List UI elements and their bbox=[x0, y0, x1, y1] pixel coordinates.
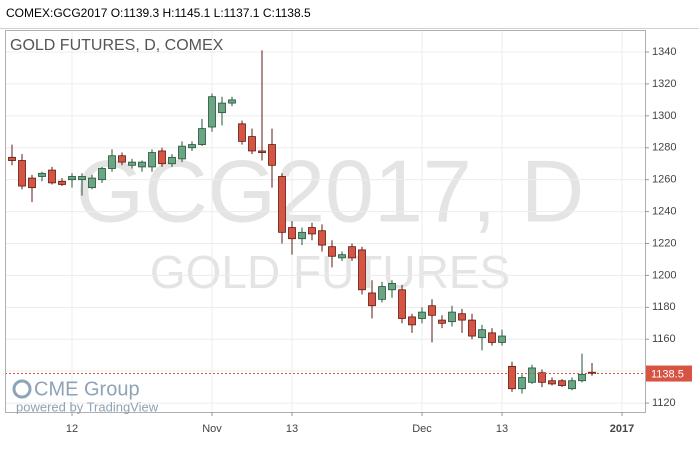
candle-body bbox=[8, 156, 16, 161]
candle-body bbox=[218, 102, 226, 114]
candle-body bbox=[68, 176, 76, 181]
candle-body bbox=[278, 176, 286, 233]
candle-body bbox=[508, 365, 516, 390]
x-tick-label: 2017 bbox=[610, 423, 634, 435]
y-tick-label: 1260 bbox=[652, 174, 676, 186]
candle-body bbox=[468, 319, 476, 337]
x-tick-label: 12 bbox=[66, 423, 78, 435]
y-tick-label: 1240 bbox=[652, 205, 676, 217]
y-tick-label: 1180 bbox=[652, 301, 676, 313]
candle-body bbox=[268, 144, 276, 166]
candle-body bbox=[528, 367, 536, 383]
y-tick-label: 1160 bbox=[652, 333, 676, 345]
candle-body bbox=[578, 373, 586, 382]
logo-text: CME Group bbox=[34, 378, 140, 400]
candle-body bbox=[418, 311, 426, 319]
x-tick-label: 13 bbox=[286, 423, 298, 435]
y-tick-label: 1300 bbox=[652, 110, 676, 122]
candle-body bbox=[438, 319, 446, 324]
last-price-box bbox=[646, 365, 692, 382]
candle-body bbox=[188, 144, 196, 149]
candle-body bbox=[368, 292, 376, 307]
candle-body bbox=[448, 311, 456, 323]
candle-body bbox=[48, 169, 56, 184]
y-tick-label: 1120 bbox=[652, 397, 676, 409]
header: COMEX:GCG2017 O:1139.3 H:1145.1 L:1137.1… bbox=[6, 6, 311, 20]
candle-body bbox=[148, 152, 156, 168]
x-tick-label: 13 bbox=[496, 423, 508, 435]
cme-logo: CME Group powered by TradingView bbox=[12, 378, 159, 414]
candle-body bbox=[478, 329, 486, 339]
y-tick-label: 1200 bbox=[652, 269, 676, 281]
candle-body bbox=[178, 145, 186, 160]
candle-body bbox=[488, 332, 496, 343]
chart-title: GOLD FUTURES, D, COMEX bbox=[10, 37, 224, 54]
candle-body bbox=[138, 161, 146, 168]
candle-body bbox=[18, 160, 26, 187]
candle-body bbox=[288, 227, 296, 240]
y-tick-label: 1340 bbox=[652, 46, 676, 58]
candle-body bbox=[248, 136, 256, 152]
candle-body bbox=[108, 155, 116, 169]
candle-body bbox=[548, 380, 556, 385]
candle-body bbox=[328, 246, 336, 257]
candle-body bbox=[538, 372, 546, 383]
x-tick-label: Nov bbox=[202, 423, 222, 435]
candle-body bbox=[308, 227, 316, 235]
candle-body bbox=[38, 172, 46, 177]
candle-body bbox=[238, 123, 246, 142]
candle-body bbox=[398, 289, 406, 319]
logo-icon bbox=[12, 379, 32, 399]
candle-body bbox=[298, 231, 306, 240]
candle-body bbox=[558, 380, 566, 386]
candle-body bbox=[588, 371, 596, 374]
last-price-label: 1138.5 bbox=[651, 368, 684, 380]
candle-body bbox=[208, 96, 216, 128]
plot-border bbox=[5, 30, 646, 413]
candle-body bbox=[348, 246, 356, 259]
candle-body bbox=[338, 254, 346, 259]
candle-body bbox=[388, 282, 396, 291]
candle-body bbox=[228, 99, 236, 104]
candle-body bbox=[518, 377, 526, 390]
candle-body bbox=[198, 128, 206, 145]
candle-body bbox=[378, 286, 386, 300]
candle-body bbox=[168, 156, 176, 165]
y-tick-label: 1280 bbox=[652, 142, 676, 154]
candle-body bbox=[128, 161, 136, 166]
candle-body bbox=[88, 177, 96, 189]
y-tick-label: 1220 bbox=[652, 237, 676, 249]
candle-body bbox=[98, 168, 106, 181]
candle-body bbox=[408, 316, 416, 326]
x-tick-label: Dec bbox=[412, 423, 432, 435]
candle-body bbox=[78, 176, 86, 181]
candle-body bbox=[28, 177, 36, 189]
candle-body bbox=[358, 249, 366, 291]
candle-body bbox=[318, 230, 326, 246]
candle-body bbox=[258, 150, 266, 153]
candle-body bbox=[498, 335, 506, 343]
candle-body bbox=[158, 150, 166, 165]
y-tick-label: 1320 bbox=[652, 78, 676, 90]
candle-body bbox=[568, 380, 576, 390]
candle-body bbox=[428, 305, 436, 316]
candle-body bbox=[118, 155, 126, 163]
powered-by: powered by TradingView bbox=[16, 399, 159, 414]
candle-body bbox=[58, 180, 66, 185]
candle-body bbox=[458, 313, 466, 321]
